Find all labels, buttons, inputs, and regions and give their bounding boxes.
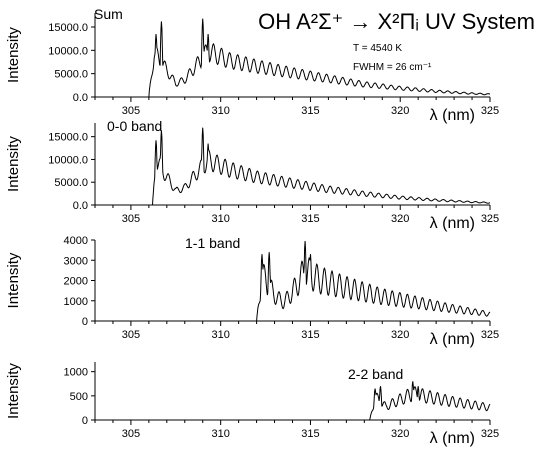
y-tick-label: 10000.0 [48, 154, 88, 166]
x-tick-label: 325 [481, 428, 499, 440]
x-tick-label: 315 [301, 105, 319, 117]
x-tick-label: 305 [122, 213, 140, 225]
x-tick-label: 310 [212, 213, 230, 225]
y-tick-label: 1000 [64, 296, 88, 308]
y-axis-title: Intensity [5, 27, 22, 83]
y-tick-label: 5000.0 [54, 69, 88, 81]
chart-panel-3: 0 1000 2000 3000 4000 305 310 315 320 325 Intensit… [5, 235, 499, 348]
x-tick-label: 315 [301, 428, 319, 440]
figure-title: OH A²Σ⁺ → X²Πᵢ UV System [258, 9, 535, 34]
y-axis-title: Intensity [5, 363, 22, 419]
x-axis-title: λ (nm) [430, 107, 475, 124]
panel-label: 1-1 band [185, 235, 240, 251]
y-tick-label: 15000.0 [48, 132, 88, 144]
y-tick-label: 1000 [64, 367, 88, 379]
y-tick-label: 0 [82, 415, 88, 427]
x-tick-label: 315 [301, 329, 319, 341]
chart-panel-1: 0.0 5000.0 10000.0 15000.0 305 310 315 320 325 In… [5, 6, 499, 124]
chart-panel-2: 0.0 5000.0 10000.0 15000.0 305 310 315 320 325 In… [5, 118, 499, 232]
y-tick-label: 0.0 [73, 92, 88, 104]
x-tick-label: 320 [391, 329, 409, 341]
y-tick-label: 3000 [64, 255, 88, 267]
y-tick-label: 10000.0 [48, 45, 88, 57]
y-tick-label: 5000.0 [54, 177, 88, 189]
x-axis-title: λ (nm) [430, 331, 475, 348]
y-tick-label: 500 [70, 391, 88, 403]
spectrum-line [95, 381, 491, 421]
x-axis-title: λ (nm) [430, 430, 475, 447]
x-tick-label: 305 [122, 428, 140, 440]
x-tick-label: 320 [391, 105, 409, 117]
y-tick-label: 2000 [64, 276, 88, 288]
x-tick-label: 325 [481, 105, 499, 117]
y-tick-label: 0.0 [73, 200, 88, 212]
temperature-annotation: T = 4540 K [353, 43, 402, 54]
spectrum-line [95, 127, 491, 206]
y-axis-title: Intensity [5, 136, 22, 192]
fwhm-annotation: FWHM = 26 cm⁻¹ [353, 62, 432, 73]
x-tick-label: 320 [391, 428, 409, 440]
chart-panel-4: 0 500 1000 305 310 315 320 325 Intensity λ (nm) 2-… [5, 362, 499, 447]
spectrum-line [95, 18, 491, 98]
x-tick-label: 305 [122, 105, 140, 117]
x-tick-label: 325 [481, 213, 499, 225]
panel-label: 0-0 band [107, 118, 162, 134]
panel-label: 2-2 band [348, 366, 403, 382]
x-tick-label: 310 [212, 428, 230, 440]
y-tick-label: 4000 [64, 235, 88, 247]
x-axis-title: λ (nm) [430, 215, 475, 232]
x-tick-label: 310 [212, 329, 230, 341]
y-tick-label: 15000.0 [48, 22, 88, 34]
x-tick-label: 310 [212, 105, 230, 117]
panel-label: Sum [94, 6, 123, 22]
x-tick-label: 325 [481, 329, 499, 341]
x-tick-label: 305 [122, 329, 140, 341]
y-axis-title: Intensity [5, 252, 22, 308]
spectrum-line [95, 240, 491, 322]
y-tick-label: 0 [82, 316, 88, 328]
x-tick-label: 320 [391, 213, 409, 225]
x-tick-label: 315 [301, 213, 319, 225]
